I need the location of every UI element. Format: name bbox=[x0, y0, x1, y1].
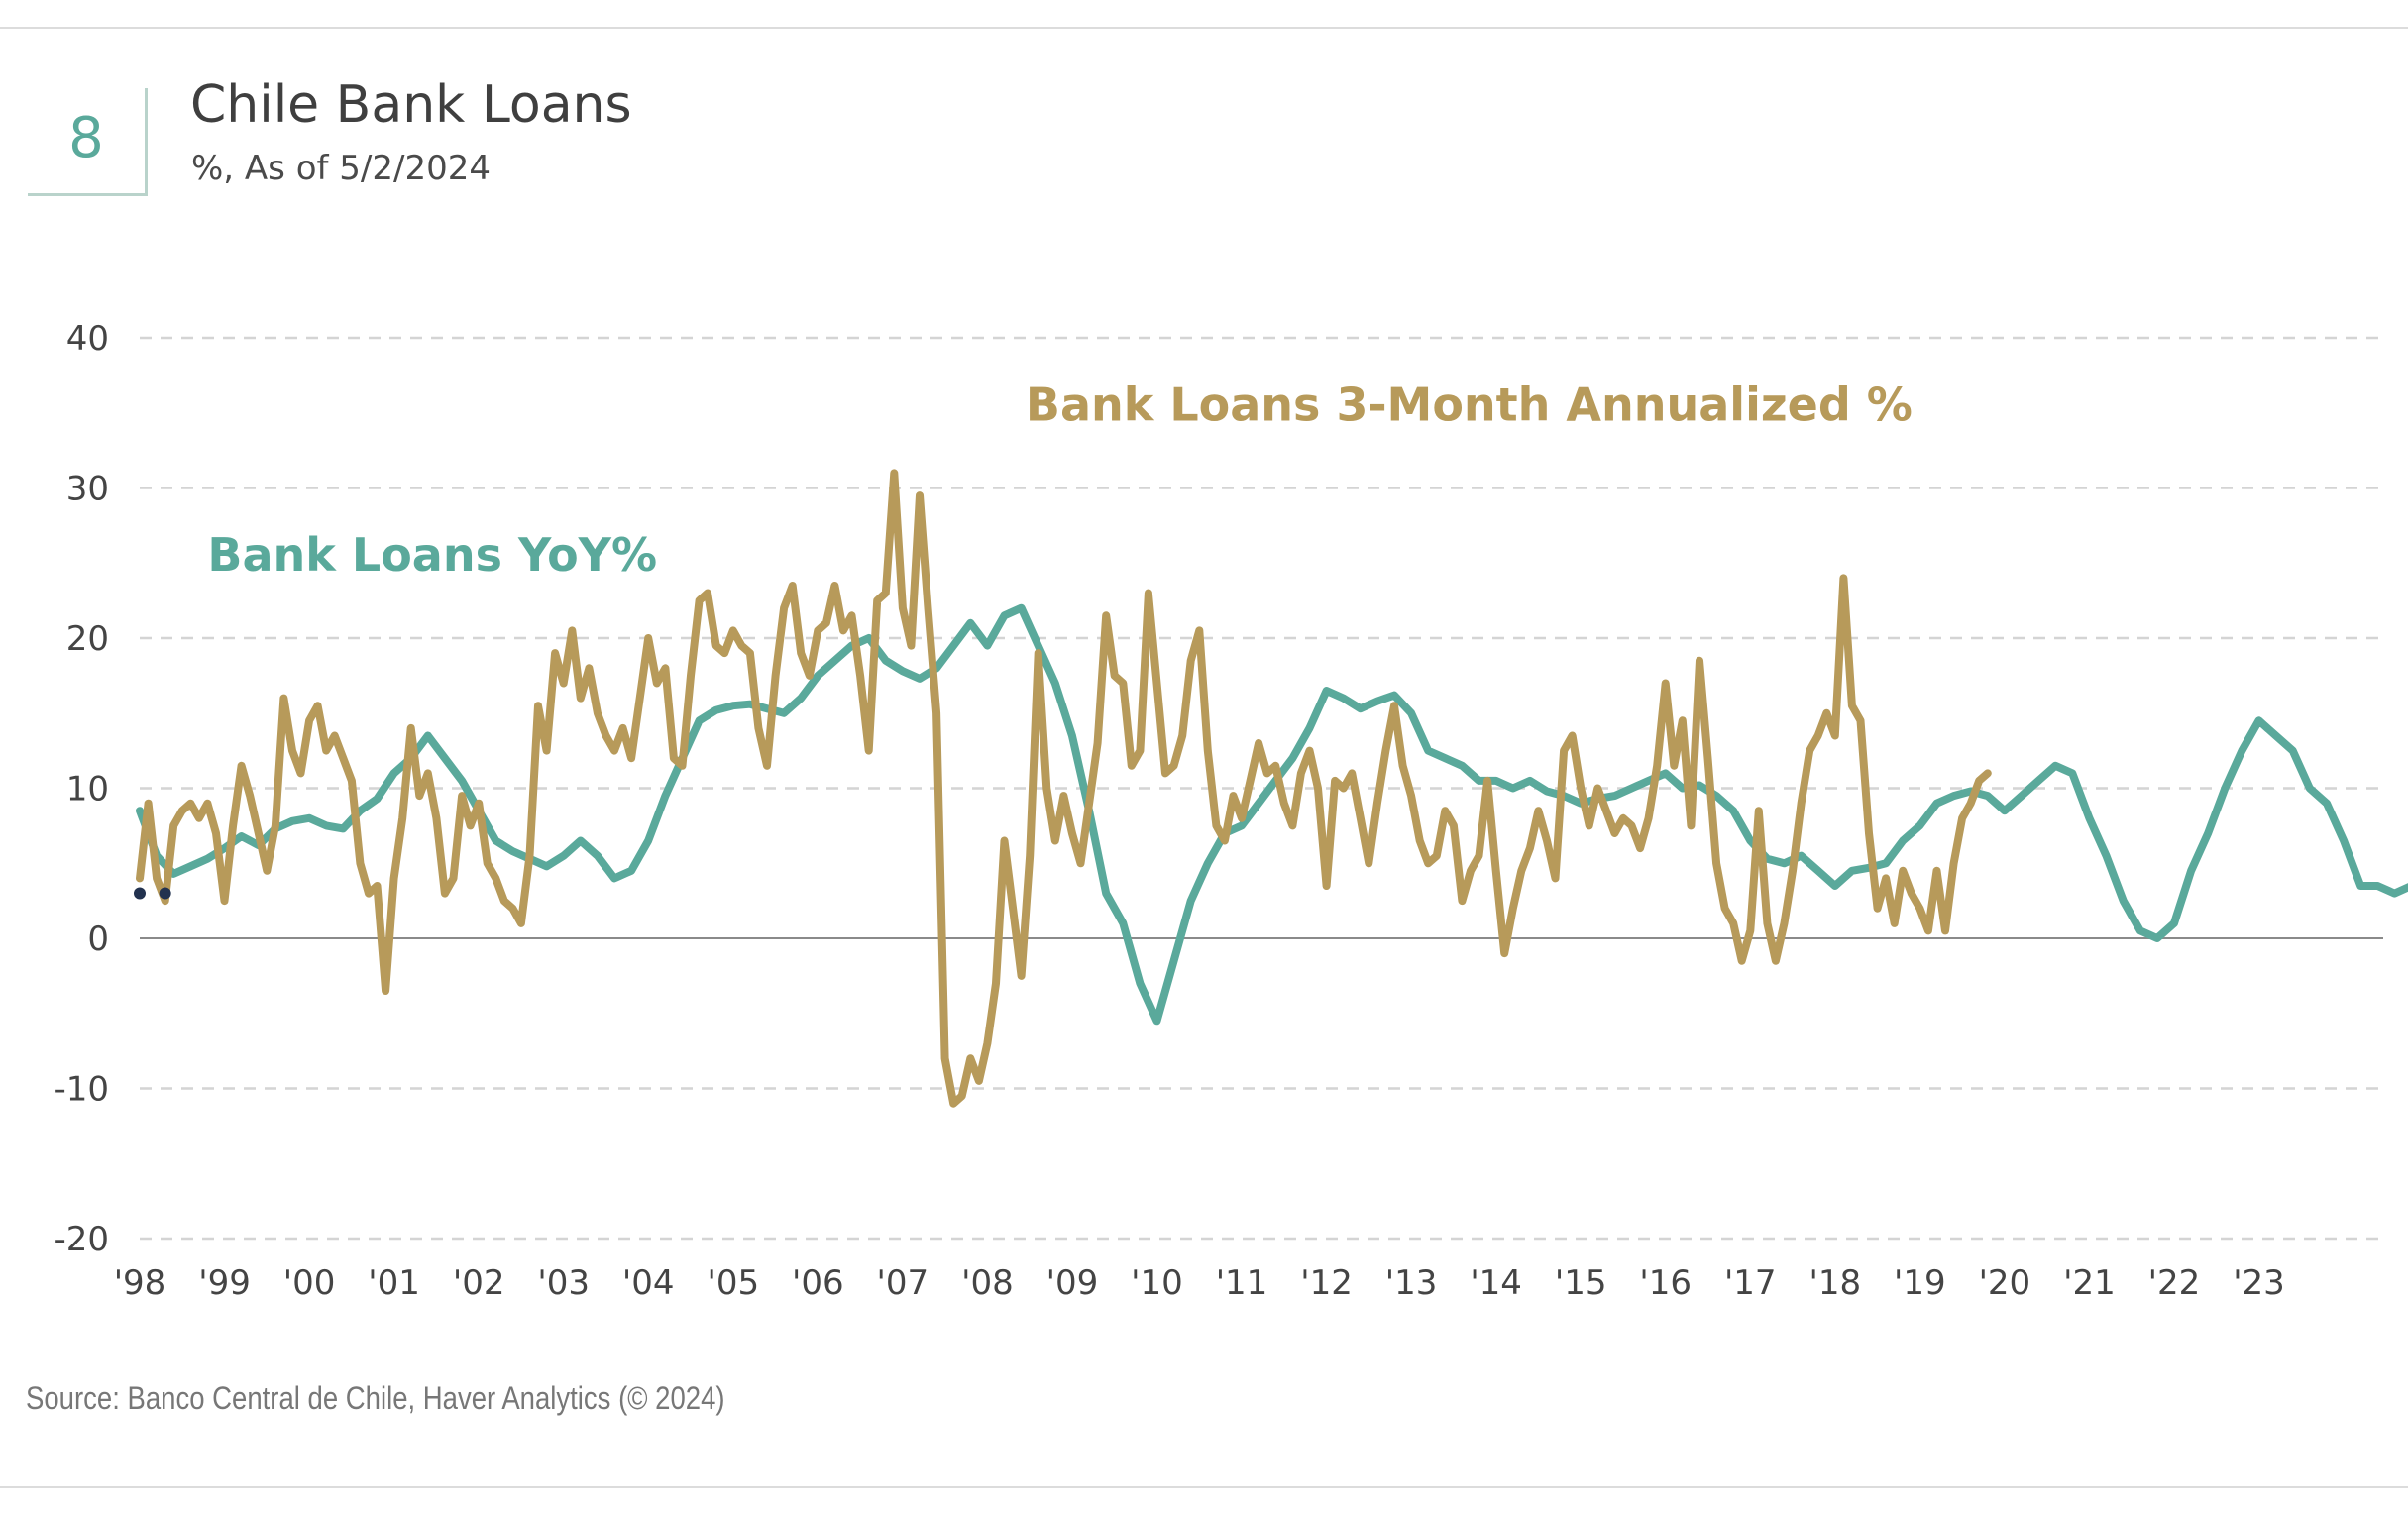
x-tick-label: '09 bbox=[1046, 1263, 1099, 1303]
x-tick-label: '98 bbox=[114, 1263, 166, 1303]
x-tick-label: '20 bbox=[1979, 1263, 2031, 1303]
x-tick-label: '02 bbox=[453, 1263, 505, 1303]
x-tick-label: '17 bbox=[1724, 1263, 1777, 1303]
x-tick-label: '19 bbox=[1894, 1263, 1946, 1303]
x-axis-ticks: '98 '99 '00 '01 '02 '03 '04 '05 '06 '07 '08 '09 '10 '… bbox=[114, 1263, 2285, 1303]
series-label-yoy: Bank Loans YoY% bbox=[207, 528, 657, 582]
y-tick-label: 30 bbox=[66, 470, 109, 509]
x-tick-label: '08 bbox=[961, 1263, 1014, 1303]
x-tick-label: '07 bbox=[877, 1263, 930, 1303]
y-tick-label: 20 bbox=[66, 619, 109, 659]
y-tick-label: -10 bbox=[54, 1070, 109, 1110]
x-tick-label: '15 bbox=[1555, 1263, 1607, 1303]
series-labels: Bank Loans YoY% Bank Loans 3-Month Annual… bbox=[207, 378, 1912, 582]
x-tick-label: '13 bbox=[1385, 1263, 1438, 1303]
source-note: Source: Banco Central de Chile, Haver An… bbox=[26, 1380, 725, 1416]
x-tick-label: '00 bbox=[283, 1263, 336, 1303]
series-line-annualized bbox=[136, 469, 1992, 1108]
x-tick-label: '16 bbox=[1639, 1263, 1692, 1303]
x-tick-label: '03 bbox=[537, 1263, 590, 1303]
x-tick-label: '21 bbox=[2063, 1263, 2116, 1303]
series-label-annualized: Bank Loans 3-Month Annualized % bbox=[1026, 378, 1913, 431]
series-marker bbox=[159, 887, 171, 900]
x-tick-label: '22 bbox=[2148, 1263, 2201, 1303]
y-tick-label: -20 bbox=[54, 1220, 109, 1259]
x-tick-label: '10 bbox=[1131, 1263, 1183, 1303]
series-marker bbox=[134, 887, 146, 900]
y-tick-label: 10 bbox=[66, 770, 109, 810]
figure-number-box: 8 bbox=[28, 88, 148, 196]
chart-title: Chile Bank Loans bbox=[190, 75, 632, 135]
x-tick-label: '12 bbox=[1300, 1263, 1353, 1303]
x-tick-label: '14 bbox=[1470, 1263, 1522, 1303]
x-tick-label: '18 bbox=[1809, 1263, 1862, 1303]
x-tick-label: '11 bbox=[1216, 1263, 1268, 1303]
x-tick-label: '04 bbox=[622, 1263, 675, 1303]
x-tick-label: '01 bbox=[368, 1263, 420, 1303]
y-tick-label: 0 bbox=[87, 919, 109, 959]
x-tick-label: '05 bbox=[707, 1263, 759, 1303]
gridlines bbox=[140, 336, 2383, 1241]
top-rule bbox=[0, 27, 2408, 29]
y-axis-ticks: -20 -10 0 10 20 30 40 bbox=[54, 319, 109, 1259]
x-tick-label: '06 bbox=[792, 1263, 844, 1303]
x-tick-label: '99 bbox=[198, 1263, 251, 1303]
figure-number: 8 bbox=[68, 106, 104, 170]
y-tick-label: 40 bbox=[66, 319, 109, 359]
chart-subtitle: %, As of 5/2/2024 bbox=[191, 149, 491, 188]
series-markers bbox=[134, 887, 171, 900]
bottom-rule bbox=[0, 1486, 2408, 1488]
series-lines bbox=[136, 469, 2408, 1108]
x-tick-label: '23 bbox=[2233, 1263, 2285, 1303]
